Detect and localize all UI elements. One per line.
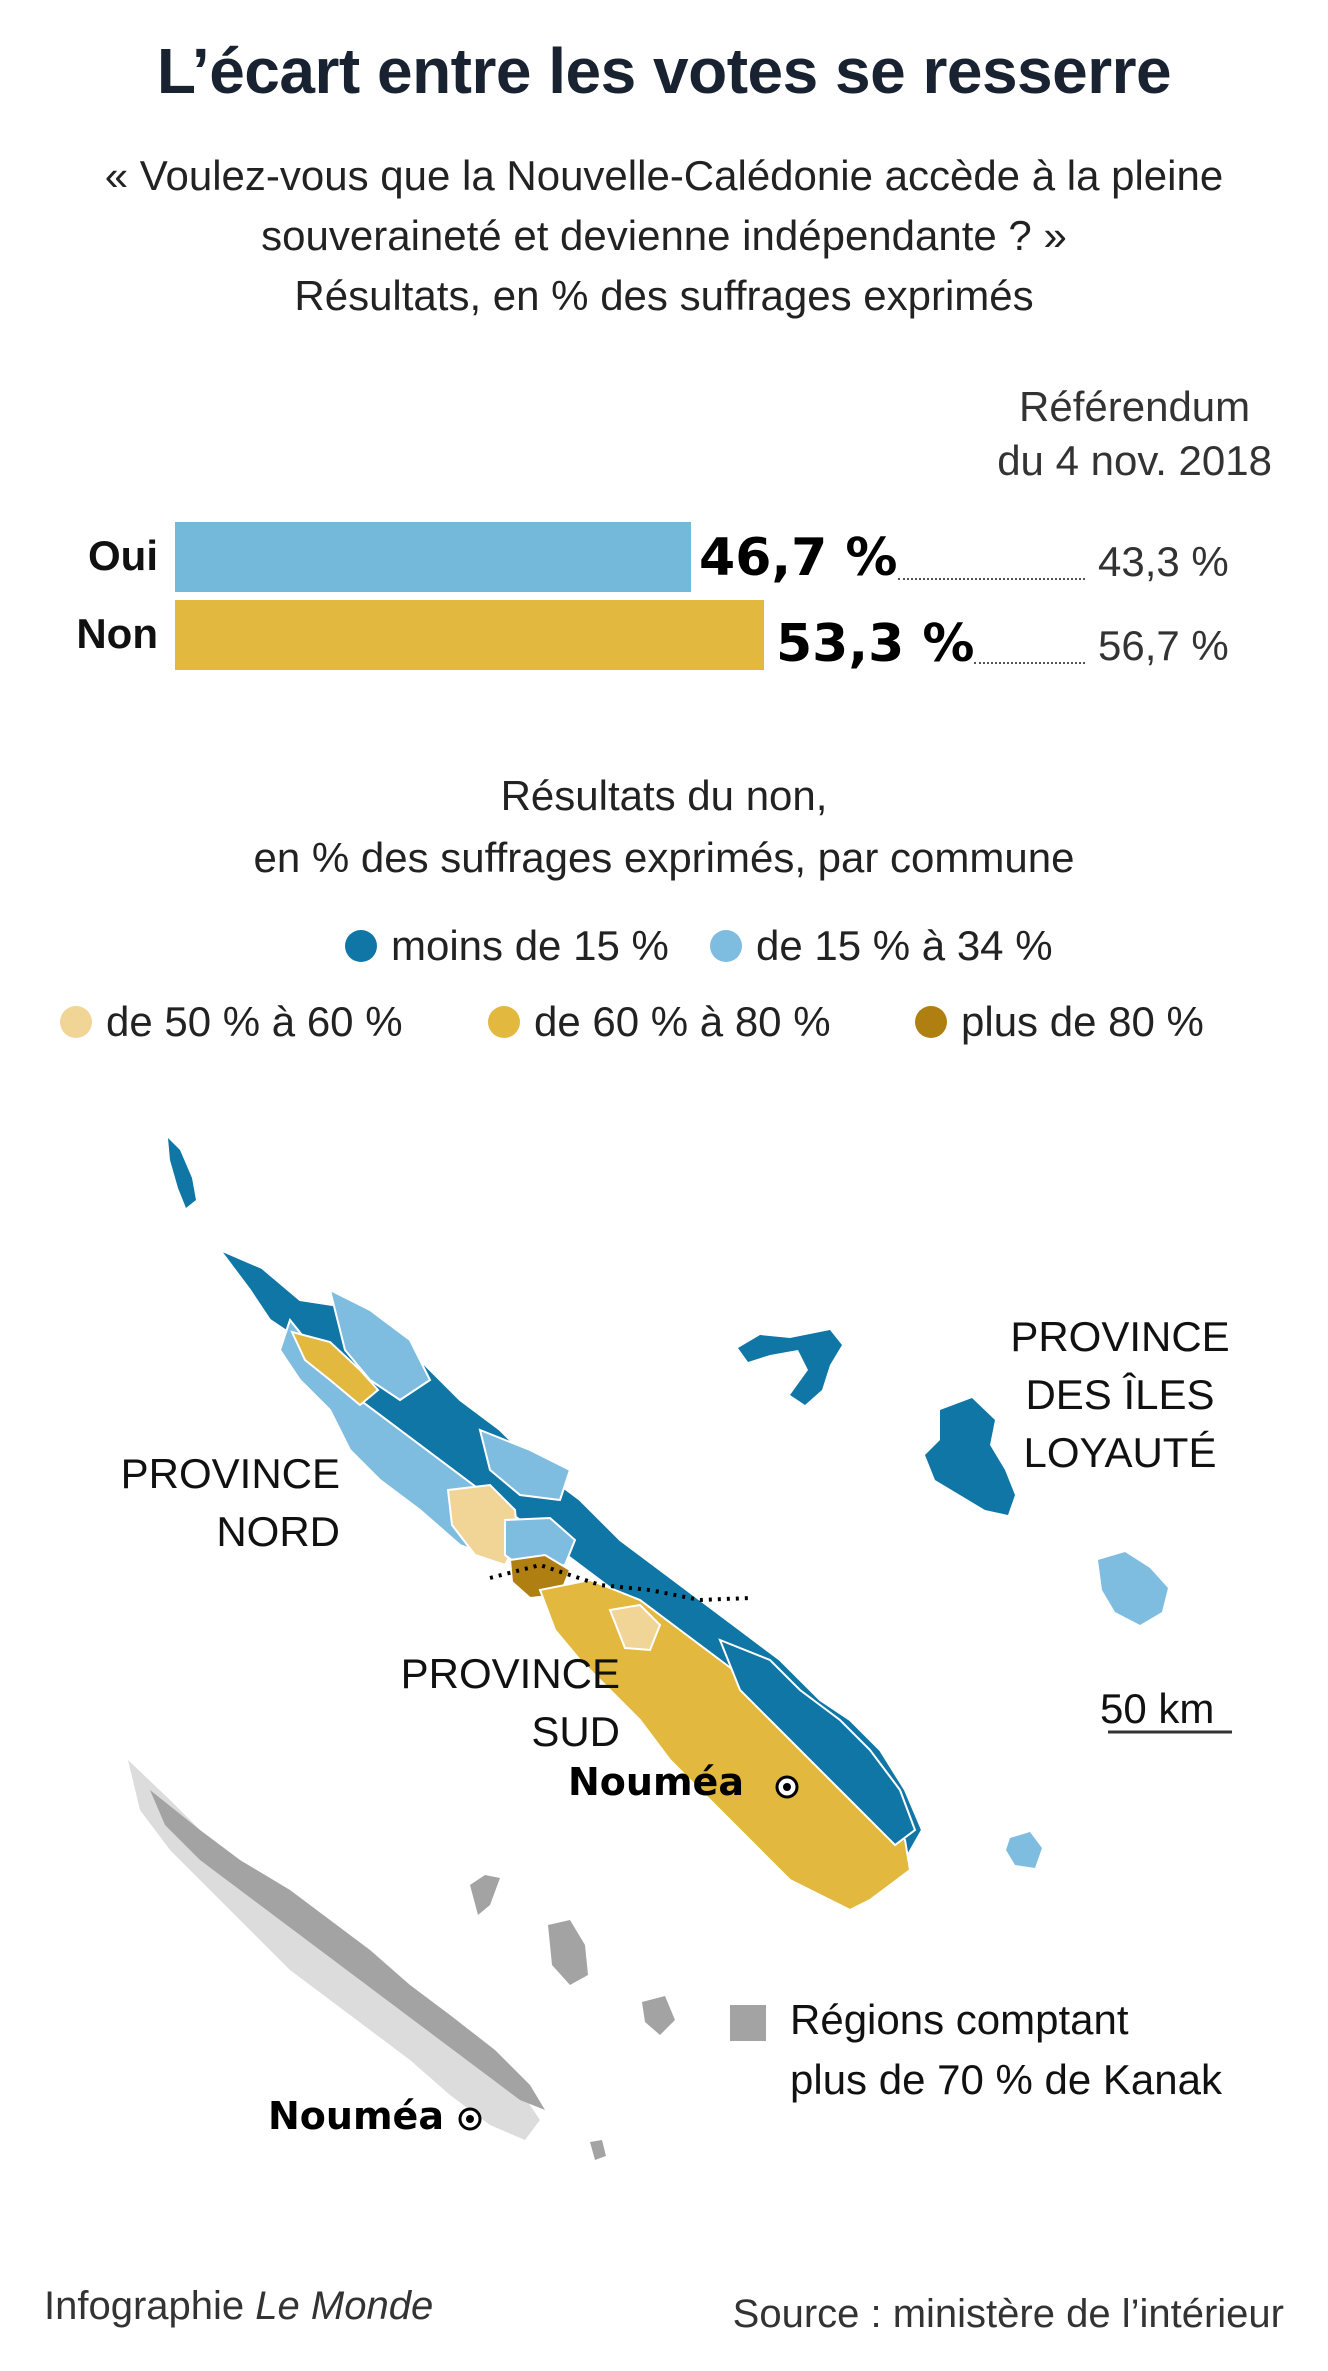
reference-line-1: Référendum xyxy=(1019,383,1251,430)
subtitle-line-1: « Voulez-vous que la Nouvelle-Calédonie … xyxy=(104,152,1224,199)
bar-label-non: Non xyxy=(76,610,158,657)
label-province-iles-line-1: PROVINCE xyxy=(1010,1313,1230,1360)
label-province-sud-line-1: PROVINCE xyxy=(400,1650,620,1697)
bar-non xyxy=(175,600,764,670)
source: Source : ministère de l’intérieur xyxy=(732,2292,1284,2336)
commune-koumac xyxy=(290,1330,380,1407)
label-province-iles: PROVINCE DES ÎLES LOYAUTÉ xyxy=(990,1308,1250,1482)
map-title-line-2: en % des suffrages exprimés, par commune xyxy=(253,834,1075,881)
island-mare xyxy=(1098,1552,1168,1625)
label-province-nord: PROVINCE NORD xyxy=(90,1445,340,1561)
reference-line-2: du 4 nov. 2018 xyxy=(997,437,1272,484)
inset-legend-label: Régions comptant plus de 70 % de Kanak xyxy=(790,1990,1222,2110)
chart-title: L’écart entre les votes se resserre xyxy=(156,35,1172,107)
inset-lifou xyxy=(548,1920,588,1985)
reference-header: Référendum du 4 nov. 2018 xyxy=(997,380,1272,488)
commune-est-centre xyxy=(478,1428,572,1502)
label-province-nord-line-1: PROVINCE xyxy=(120,1450,340,1497)
legend-item-50-60: de 50 % à 60 % xyxy=(60,998,403,1046)
legend-item-lt15: moins de 15 % xyxy=(345,922,669,970)
previous-value-non: 56,7 % xyxy=(1098,622,1229,669)
bar-oui xyxy=(175,522,692,592)
legend-label: moins de 15 % xyxy=(391,922,669,969)
previous-value-oui: 43,3 % xyxy=(1098,538,1229,585)
bar-value-non: 53,3 % xyxy=(775,614,975,674)
legend-item-15-34: de 15 % à 34 % xyxy=(710,922,1053,970)
inset-ouvea xyxy=(470,1875,500,1915)
legend-swatch xyxy=(60,1006,92,1038)
bar-value-oui: 46,7 % xyxy=(699,528,898,588)
inset-legend-swatch xyxy=(730,2005,766,2041)
credit-name: Le Monde xyxy=(255,2284,434,2328)
legend-label: plus de 80 % xyxy=(961,998,1204,1045)
legend-swatch xyxy=(915,1006,947,1038)
leader-line-oui xyxy=(897,578,1085,580)
commune-poya xyxy=(504,1516,577,1572)
commune-bourail xyxy=(608,1603,662,1652)
inset-label-noumea: Nouméa xyxy=(268,2094,444,2138)
inset-kanak-regions xyxy=(150,1790,545,2110)
legend-swatch xyxy=(710,930,742,962)
inset-legend-line-2: plus de 70 % de Kanak xyxy=(790,2056,1222,2103)
legend-swatch xyxy=(345,930,377,962)
inset-legend-line-1: Régions comptant xyxy=(790,1996,1129,2043)
credit-prefix: Infographie xyxy=(44,2284,245,2328)
bar-label-oui: Oui xyxy=(88,532,158,579)
legend-label: de 15 % à 34 % xyxy=(756,922,1053,969)
commune-sud-est xyxy=(718,1638,917,1847)
label-province-sud: PROVINCE SUD xyxy=(370,1645,620,1761)
label-noumea: Nouméa xyxy=(568,1760,744,1804)
label-province-sud-line-2: SUD xyxy=(531,1708,620,1755)
inset-pins xyxy=(590,2140,606,2160)
subtitle-line-2: souveraineté et devienne indépendante ? … xyxy=(261,212,1067,259)
label-province-iles-line-2: DES ÎLES xyxy=(1025,1371,1215,1418)
legend-label: de 60 % à 80 % xyxy=(534,998,831,1045)
map-title-line-1: Résultats du non, xyxy=(500,772,828,819)
island-lifou xyxy=(925,1398,1015,1515)
commune-nord-centre xyxy=(328,1288,432,1402)
label-province-iles-line-3: LOYAUTÉ xyxy=(1023,1429,1217,1476)
map-title: Résultats du non, en % des suffrages exp… xyxy=(0,765,1328,889)
island-ouvea xyxy=(738,1330,842,1405)
subtitle-line-3: Résultats, en % des suffrages exprimés xyxy=(294,272,1034,319)
legend-item-gt80: plus de 80 % xyxy=(915,998,1204,1046)
legend-swatch xyxy=(488,1006,520,1038)
commune-belep xyxy=(168,1138,196,1208)
leader-line-non xyxy=(974,662,1085,664)
island-pins xyxy=(1006,1832,1042,1868)
inset-mare xyxy=(642,1996,675,2035)
credit: Infographie Le Monde xyxy=(44,2284,433,2329)
label-province-nord-line-2: NORD xyxy=(216,1508,340,1555)
scale-label: 50 km xyxy=(1100,1685,1215,1732)
commune-sud xyxy=(538,1578,912,1912)
legend-label: de 50 % à 60 % xyxy=(106,998,403,1045)
legend-item-60-80: de 60 % à 80 % xyxy=(488,998,831,1046)
